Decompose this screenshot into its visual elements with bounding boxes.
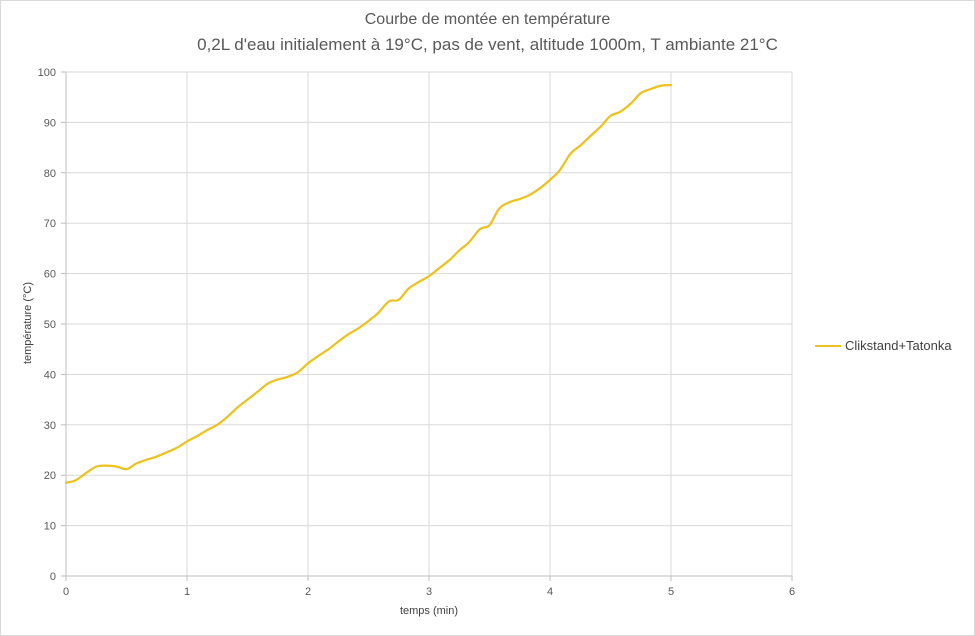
y-tick-label: 70	[44, 218, 56, 230]
y-tick-label: 50	[44, 319, 56, 331]
y-tick-label: 20	[44, 470, 56, 482]
x-tick-label: 6	[789, 586, 795, 598]
x-tick-label: 5	[668, 586, 674, 598]
y-tick-label: 80	[44, 168, 56, 180]
y-tick-label: 0	[50, 571, 56, 583]
x-tick-label: 0	[63, 586, 69, 598]
y-tick-label: 40	[44, 369, 56, 381]
x-tick-label: 4	[547, 586, 553, 598]
legend-label: Clikstand+Tatonka	[845, 338, 952, 353]
y-tick-label: 60	[44, 269, 56, 281]
gridlines	[66, 71, 793, 576]
x-axis-title: temps (min)	[399, 605, 459, 617]
chart-subtitle: 0,2L d'eau initialement à 19°C, pas de v…	[197, 35, 778, 54]
x-tick-label: 2	[305, 586, 311, 598]
y-tick-label: 30	[44, 420, 56, 432]
legend-swatch	[815, 344, 841, 347]
x-tick-label: 3	[426, 586, 432, 598]
y-tick-label: 100	[38, 67, 56, 79]
y-tick-label: 90	[44, 117, 56, 129]
tick-labels: 0 10 20 30 40 50 60 70 80 90 100 0 1 2 3 4 5 6	[38, 67, 795, 598]
y-axis-title: température (°C)	[22, 281, 34, 365]
chart-title: Courbe de montée en température	[364, 11, 611, 28]
axes	[61, 71, 793, 581]
legend: Clikstand+Tatonka	[815, 338, 952, 353]
series-group	[64, 83, 673, 484]
y-tick-label: 10	[44, 521, 56, 533]
series-line-clikstand-tatonka	[64, 83, 673, 484]
x-tick-label: 1	[184, 586, 190, 598]
